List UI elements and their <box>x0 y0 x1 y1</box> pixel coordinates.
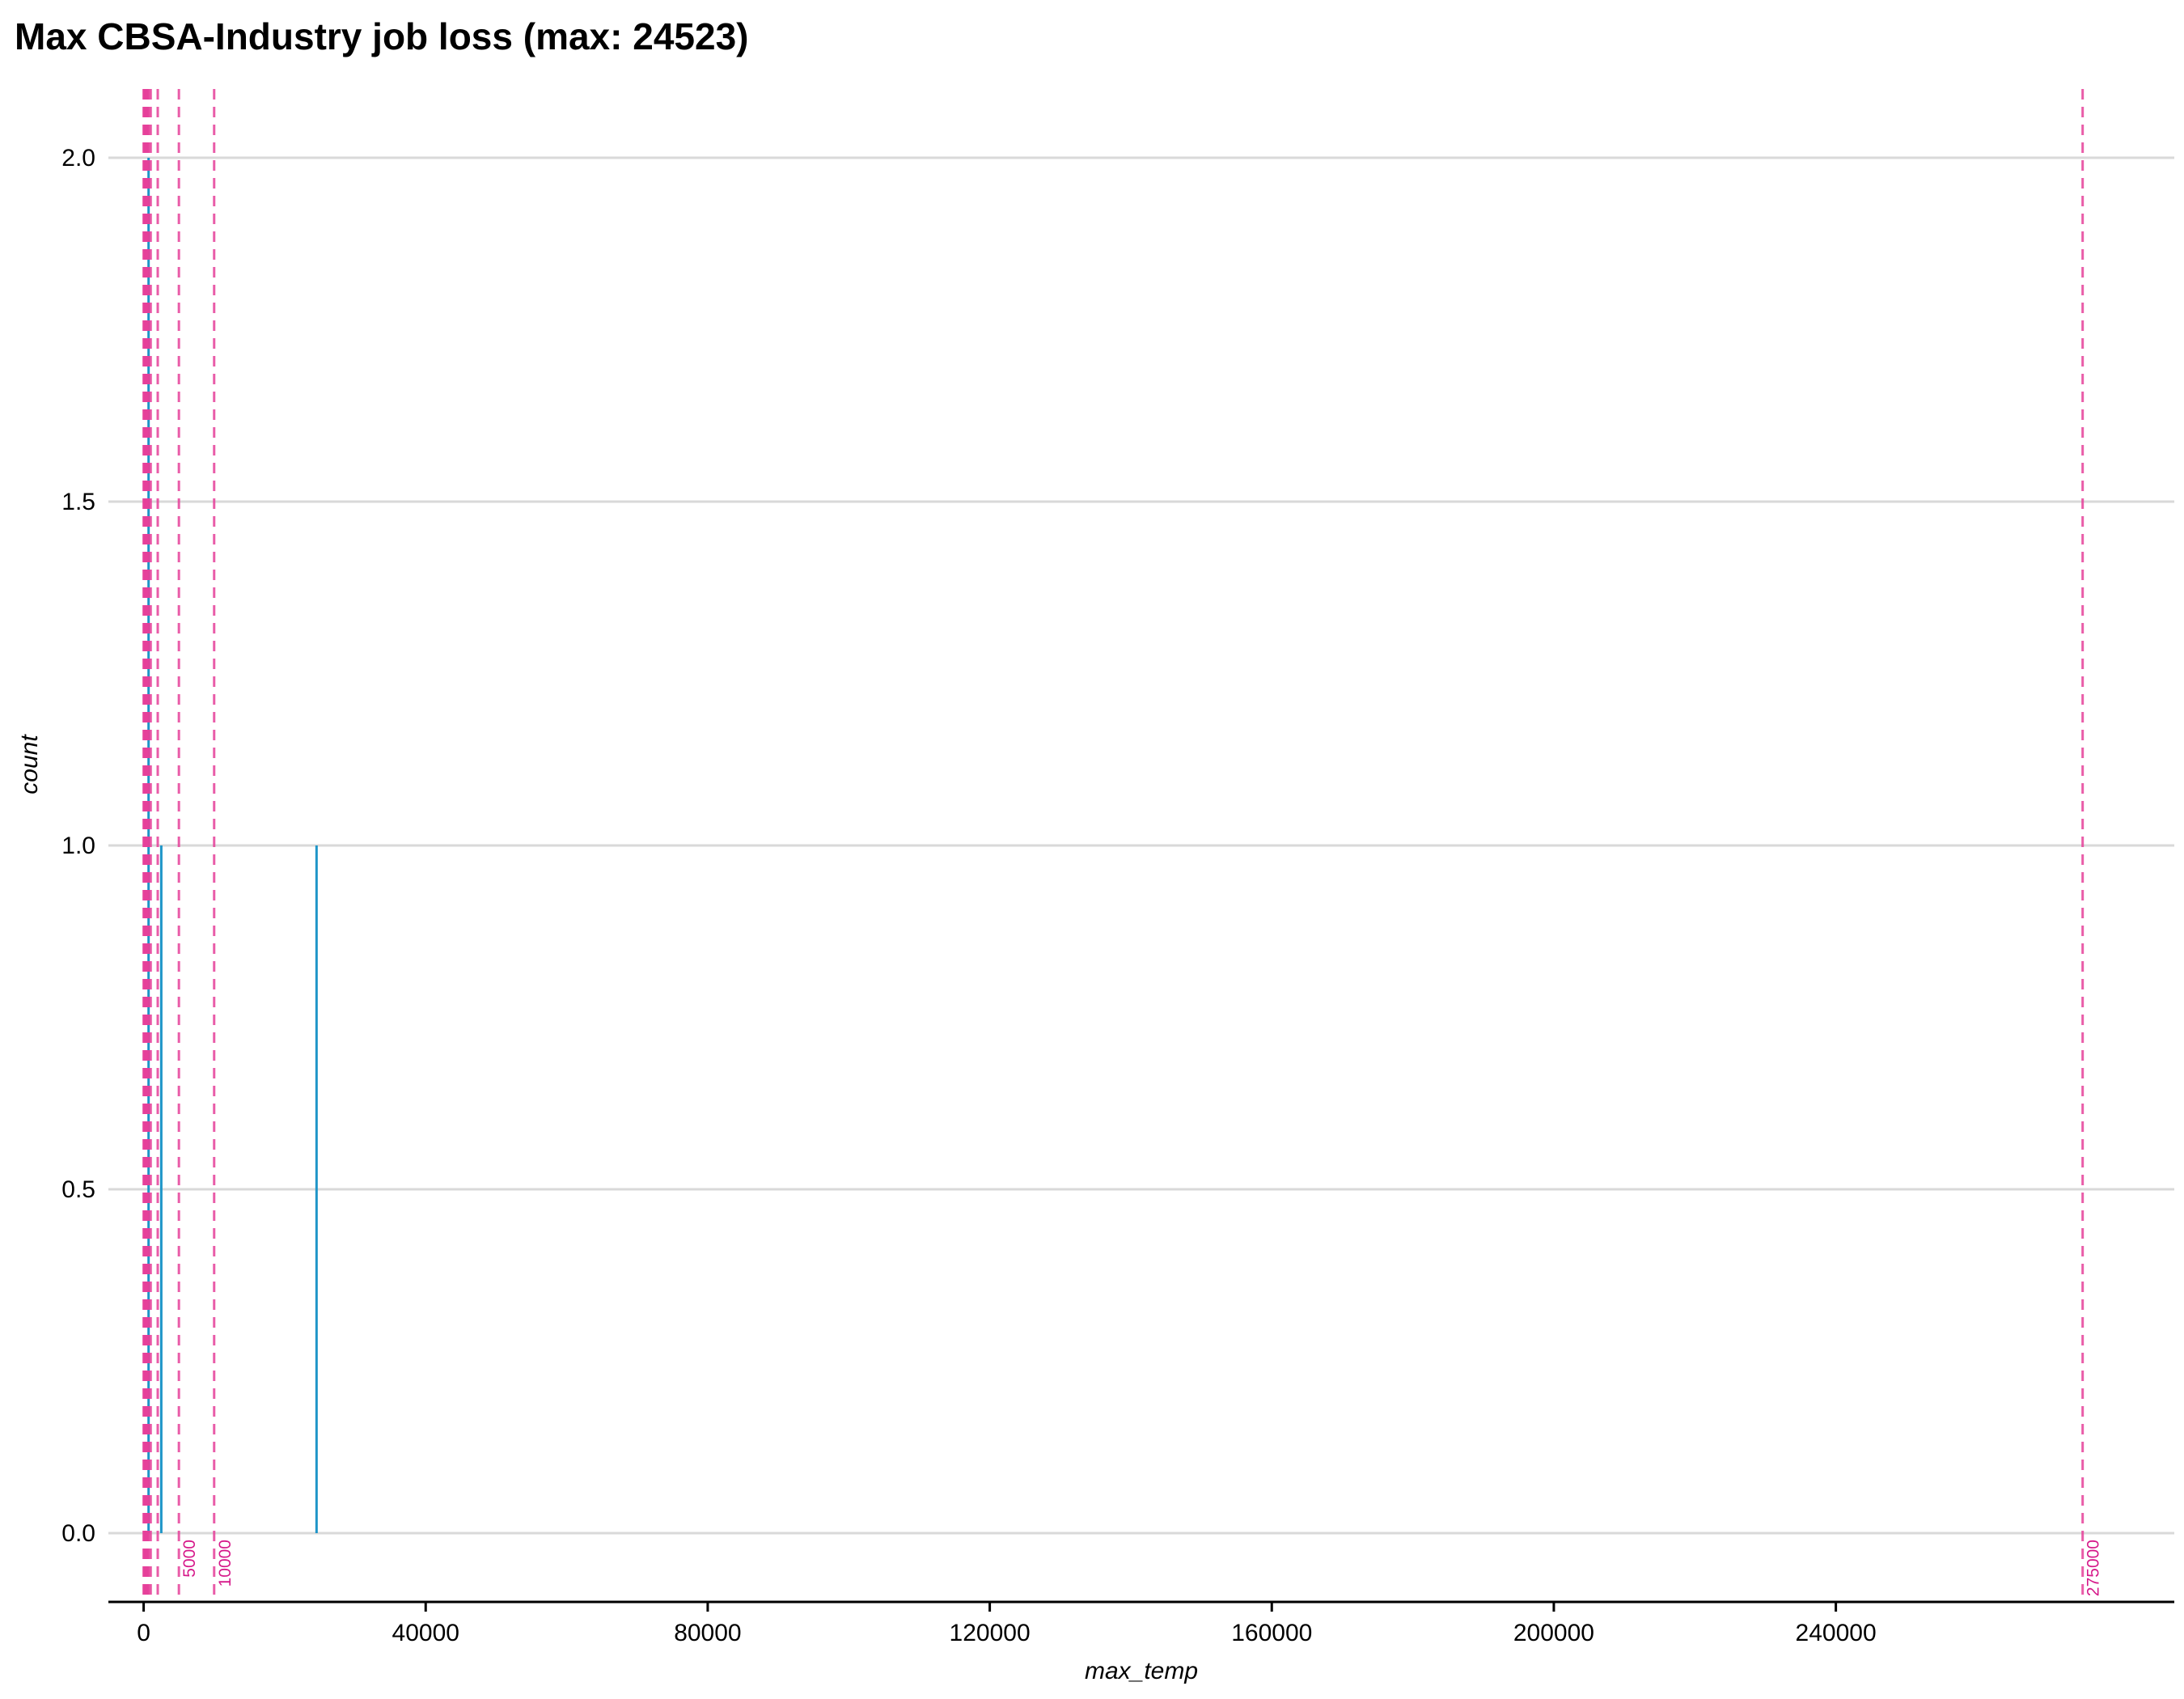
x-tick-label: 240000 <box>1796 1620 1877 1646</box>
y-tick-label: 1.0 <box>61 833 95 859</box>
reference-line-label: 10000 <box>216 1540 235 1587</box>
chart-title: Max CBSA-Industry job loss (max: 24523) <box>15 15 749 57</box>
reference-line-label: 275000 <box>2085 1540 2103 1596</box>
x-tick-label: 0 <box>137 1620 150 1646</box>
grid-layer <box>108 156 2174 1535</box>
reference-lines-layer: 5000 10000 275000 <box>142 89 2103 1602</box>
y-tick-label: 0.0 <box>61 1520 95 1547</box>
x-tick-label: 120000 <box>950 1620 1031 1646</box>
axis-layer: 0.0 0.5 1.0 1.5 2.0 0 40000 80000 120000 160000 20… <box>61 145 2174 1646</box>
histogram-bar <box>159 845 163 1533</box>
histogram-bar <box>315 845 318 1533</box>
x-tick-label: 160000 <box>1231 1620 1312 1646</box>
x-tick-label: 40000 <box>392 1620 459 1646</box>
reference-line-label: 5000 <box>180 1540 199 1578</box>
y-axis-title: count <box>16 734 43 794</box>
x-axis-title: max_temp <box>1085 1658 1198 1684</box>
y-tick-label: 0.5 <box>61 1176 95 1203</box>
y-tick-label: 2.0 <box>61 145 95 172</box>
x-tick-label: 200000 <box>1513 1620 1594 1646</box>
x-tick-label: 80000 <box>674 1620 741 1646</box>
y-tick-label: 1.5 <box>61 489 95 515</box>
